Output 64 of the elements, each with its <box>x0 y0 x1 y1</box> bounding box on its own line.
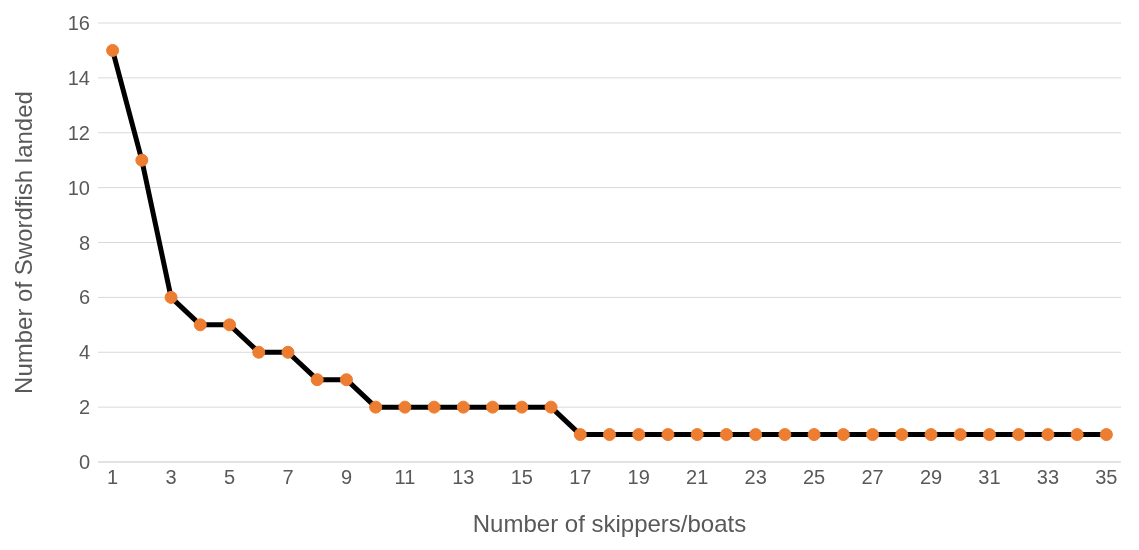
point <box>749 428 763 442</box>
point <box>836 428 850 442</box>
x-tick-label: 33 <box>1036 466 1060 489</box>
point <box>1012 428 1026 442</box>
y-tick-label: 0 <box>78 451 90 474</box>
x-tick-label: 19 <box>627 466 650 489</box>
point <box>632 428 646 442</box>
point <box>603 428 616 442</box>
point <box>193 318 207 332</box>
point <box>456 400 470 414</box>
y-tick-label: 16 <box>67 12 90 35</box>
point <box>778 428 792 442</box>
point <box>982 428 996 442</box>
x-tick-label: 31 <box>978 466 1001 489</box>
x-tick-label: 3 <box>165 466 177 489</box>
x-tick-label: 1 <box>107 466 119 489</box>
point <box>310 373 324 387</box>
point <box>427 400 441 414</box>
x-tick-label: 29 <box>919 466 943 489</box>
y-tick-label: 12 <box>67 121 90 144</box>
x-tick-label: 23 <box>744 466 767 489</box>
point <box>135 153 149 167</box>
point <box>223 318 237 332</box>
point <box>690 428 704 442</box>
point <box>924 428 938 442</box>
y-tick-label: 4 <box>78 341 90 364</box>
x-axis-title: Number of skippers/boats <box>472 510 747 537</box>
point <box>1099 428 1113 442</box>
y-tick-label: 2 <box>78 396 90 419</box>
x-tick-label: 15 <box>510 466 533 489</box>
y-tick-label: 6 <box>78 286 90 309</box>
point <box>164 290 178 304</box>
x-tick-label: 13 <box>452 466 475 489</box>
x-tick-label: 9 <box>340 466 353 489</box>
point <box>339 373 353 387</box>
x-tick-label: 21 <box>686 466 709 489</box>
point <box>573 428 587 442</box>
x-tick-label: 27 <box>861 466 884 489</box>
point <box>486 400 500 414</box>
point <box>252 345 266 359</box>
point <box>1070 428 1084 442</box>
y-tick-label: 14 <box>67 66 90 89</box>
x-tick-label: 17 <box>569 466 592 489</box>
point <box>866 428 880 442</box>
point <box>106 43 120 57</box>
y-axis-title: Number of Swordfish landed <box>9 91 37 394</box>
x-tick-label: 25 <box>802 466 826 489</box>
point <box>661 428 675 442</box>
x-tick-label: 35 <box>1095 466 1118 489</box>
x-tick-label: 5 <box>223 466 236 489</box>
point <box>719 428 733 442</box>
point <box>895 428 909 442</box>
x-tick-label: 11 <box>394 466 416 489</box>
point <box>515 400 529 414</box>
point <box>281 345 295 359</box>
y-tick-label: 10 <box>67 176 90 199</box>
x-tick-label: 7 <box>282 466 294 489</box>
point <box>1041 428 1055 442</box>
point <box>807 428 821 442</box>
y-tick-label: 8 <box>78 231 90 254</box>
point <box>398 400 412 414</box>
point <box>544 400 558 414</box>
point <box>953 428 967 442</box>
point <box>369 400 383 414</box>
